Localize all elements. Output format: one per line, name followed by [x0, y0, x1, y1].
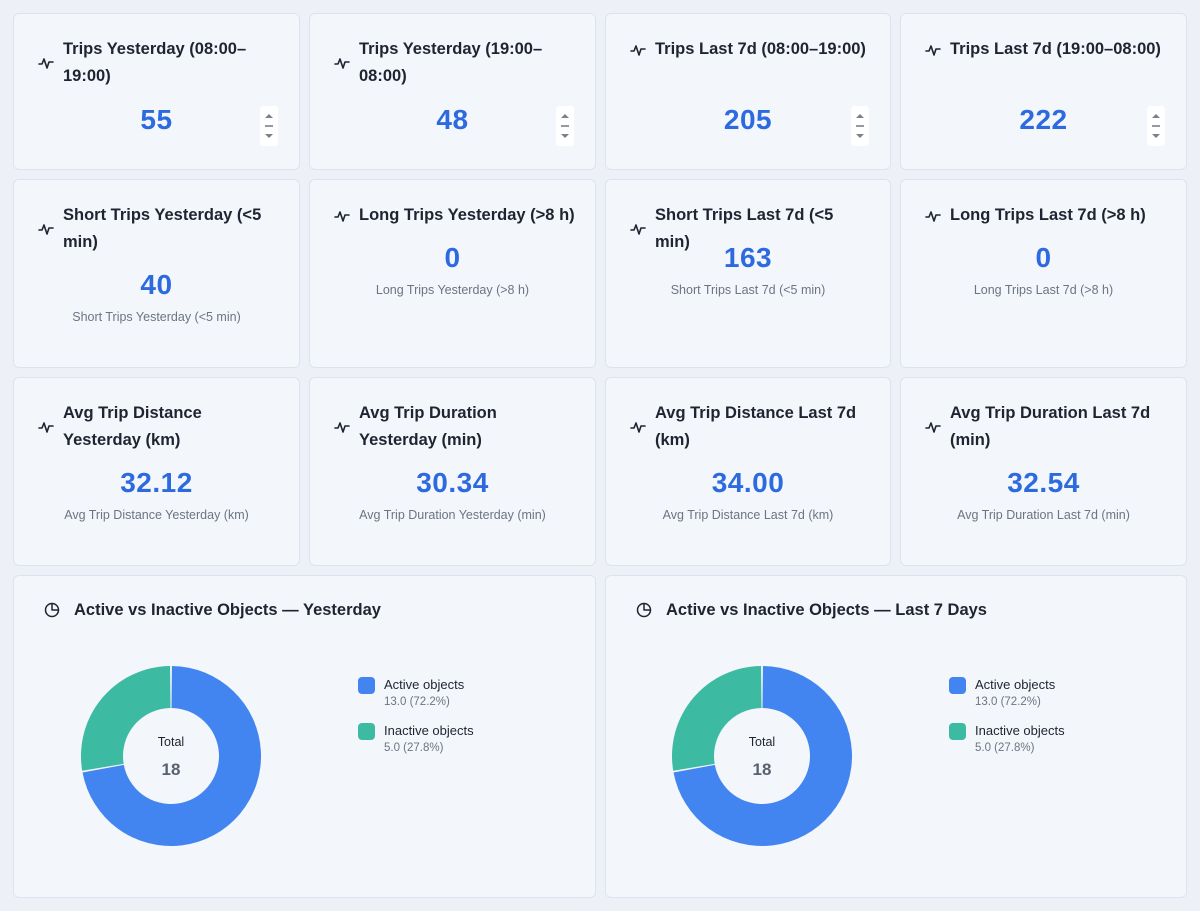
- chart-legend: Active objects 13.0 (72.2%) Inactive obj…: [949, 676, 1065, 768]
- kpi-value: 32.12: [120, 467, 193, 498]
- legend-value: 5.0 (27.8%): [975, 742, 1035, 754]
- kpi-card: Long Trips Yesterday (>8 h) 0 Long Trips…: [309, 179, 596, 368]
- pulse-icon: [36, 417, 56, 437]
- kpi-title: Trips Last 7d (19:00–08:00): [950, 40, 1161, 58]
- pulse-icon: [628, 40, 648, 60]
- pulse-icon: [332, 206, 352, 226]
- donut-total-value: 18: [162, 760, 181, 779]
- slice-inactive-objects[interactable]: [81, 666, 171, 771]
- stepper-arrows-icon[interactable]: [260, 106, 278, 146]
- chart-legend: Active objects 13.0 (72.2%) Inactive obj…: [358, 676, 474, 768]
- kpi-subtitle: Avg Trip Duration Yesterday (min): [359, 508, 546, 522]
- pulse-icon: [923, 40, 943, 60]
- kpi-title: Avg Trip Duration Yesterday (min): [359, 404, 497, 449]
- kpi-card: Trips Yesterday (19:00–08:00) 48: [309, 13, 596, 170]
- kpi-card: Short Trips Last 7d (<5 min) 163 Short T…: [605, 179, 891, 368]
- kpi-title: Avg Trip Duration Last 7d (min): [950, 404, 1151, 449]
- legend-item-inactive[interactable]: Inactive objects 5.0 (27.8%): [358, 722, 474, 756]
- stepper-arrows-icon[interactable]: [851, 106, 869, 146]
- legend-item-active[interactable]: Active objects 13.0 (72.2%): [949, 676, 1065, 710]
- pulse-icon: [923, 417, 943, 437]
- kpi-subtitle: Short Trips Yesterday (<5 min): [72, 310, 241, 324]
- donut-chart: Total 18: [81, 666, 261, 846]
- legend-label: Inactive objects: [384, 723, 474, 738]
- legend-value: 13.0 (72.2%): [975, 696, 1041, 708]
- legend-swatch-active: [949, 677, 966, 694]
- pulse-icon: [332, 53, 352, 73]
- legend-value: 5.0 (27.8%): [384, 742, 444, 754]
- legend-label: Inactive objects: [975, 723, 1065, 738]
- stepper-arrows-icon[interactable]: [556, 106, 574, 146]
- legend-item-inactive[interactable]: Inactive objects 5.0 (27.8%): [949, 722, 1065, 756]
- donut-total-value: 18: [753, 760, 772, 779]
- kpi-card: Avg Trip Distance Yesterday (km) 32.12 A…: [13, 377, 300, 566]
- kpi-title: Long Trips Yesterday (>8 h): [359, 206, 575, 224]
- kpi-card: Trips Last 7d (19:00–08:00) 222: [900, 13, 1187, 170]
- legend-value: 13.0 (72.2%): [384, 696, 450, 708]
- pie-card: Active vs Inactive Objects — Last 7 Days…: [605, 575, 1187, 898]
- kpi-value: 48: [436, 104, 469, 135]
- kpi-subtitle: Long Trips Last 7d (>8 h): [973, 283, 1114, 297]
- kpi-value: 40: [140, 269, 173, 300]
- kpi-value: 30.34: [416, 467, 489, 498]
- pulse-icon: [36, 219, 56, 239]
- kpi-title: Long Trips Last 7d (>8 h): [950, 206, 1146, 224]
- kpi-subtitle: Avg Trip Distance Last 7d (km): [662, 508, 834, 522]
- kpi-subtitle: Long Trips Yesterday (>8 h): [375, 283, 530, 297]
- kpi-card: Avg Trip Distance Last 7d (km) 34.00 Avg…: [605, 377, 891, 566]
- kpi-value: 222: [1019, 104, 1068, 135]
- kpi-value: 0: [444, 242, 461, 273]
- kpi-value: 32.54: [1007, 467, 1080, 498]
- pulse-icon: [36, 53, 56, 73]
- kpi-title: Avg Trip Distance Last 7d (km): [655, 404, 857, 449]
- kpi-card: Short Trips Yesterday (<5 min) 40 Short …: [13, 179, 300, 368]
- kpi-card: Trips Yesterday (08:00–19:00) 55: [13, 13, 300, 170]
- kpi-card: Avg Trip Duration Last 7d (min) 32.54 Av…: [900, 377, 1187, 566]
- slice-active-objects[interactable]: [673, 666, 852, 846]
- kpi-card: Trips Last 7d (08:00–19:00) 205: [605, 13, 891, 170]
- kpi-value: 205: [723, 104, 773, 135]
- kpi-title: Short Trips Last 7d (<5 min): [655, 206, 834, 251]
- chart-title: Active vs Inactive Objects — Yesterday: [74, 600, 381, 619]
- legend-swatch-inactive: [358, 723, 375, 740]
- legend-swatch-inactive: [949, 723, 966, 740]
- kpi-value: 34.00: [711, 467, 785, 498]
- pulse-icon: [332, 417, 352, 437]
- kpi-title: Short Trips Yesterday (<5 min): [63, 206, 262, 251]
- kpi-value: 163: [723, 242, 773, 273]
- kpi-subtitle: Avg Trip Distance Yesterday (km): [64, 508, 249, 522]
- kpi-subtitle: Avg Trip Duration Last 7d (min): [957, 508, 1130, 522]
- kpi-value: 0: [1035, 242, 1052, 273]
- donut-total-label: Total: [749, 735, 775, 749]
- kpi-subtitle: Short Trips Last 7d (<5 min): [670, 283, 826, 297]
- pie-chart-icon: [44, 600, 64, 620]
- kpi-title: Trips Yesterday (19:00–08:00): [359, 40, 543, 85]
- legend-swatch-active: [358, 677, 375, 694]
- kpi-title: Avg Trip Distance Yesterday (km): [63, 404, 202, 449]
- pulse-icon: [628, 417, 648, 437]
- pie-card: Active vs Inactive Objects — Yesterday T…: [13, 575, 596, 898]
- kpi-title: Trips Yesterday (08:00–19:00): [63, 40, 247, 85]
- kpi-card: Avg Trip Duration Yesterday (min) 30.34 …: [309, 377, 596, 566]
- legend-label: Active objects: [384, 677, 465, 692]
- pie-chart-icon: [636, 600, 656, 620]
- chart-title: Active vs Inactive Objects — Last 7 Days: [666, 600, 987, 619]
- pulse-icon: [923, 206, 943, 226]
- legend-item-active[interactable]: Active objects 13.0 (72.2%): [358, 676, 474, 710]
- stepper-arrows-icon[interactable]: [1147, 106, 1165, 146]
- kpi-title: Trips Last 7d (08:00–19:00): [655, 40, 866, 58]
- pulse-icon: [628, 219, 648, 239]
- slice-active-objects[interactable]: [82, 666, 261, 846]
- legend-label: Active objects: [975, 677, 1056, 692]
- slice-inactive-objects[interactable]: [672, 666, 762, 771]
- donut-chart: Total 18: [672, 666, 852, 846]
- kpi-card: Long Trips Last 7d (>8 h) 0 Long Trips L…: [900, 179, 1187, 368]
- kpi-value: 55: [140, 104, 173, 135]
- donut-total-label: Total: [158, 735, 184, 749]
